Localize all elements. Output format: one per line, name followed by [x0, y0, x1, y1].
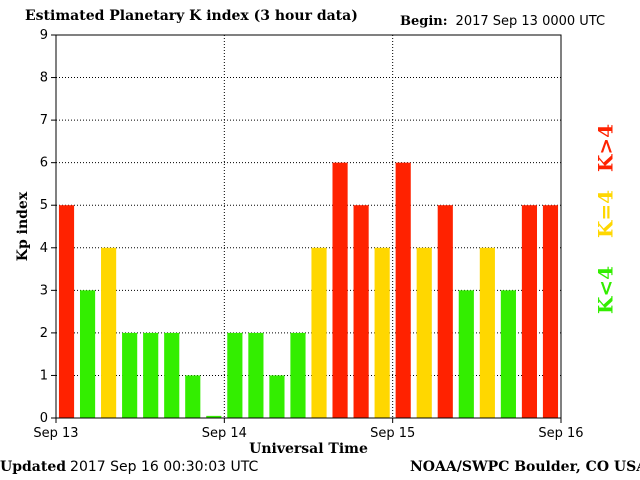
- y-axis-title: Kp index: [15, 191, 31, 261]
- y-tick-label: 4: [40, 241, 48, 256]
- kp-bar: [311, 247, 327, 418]
- x-tick-label: Sep 16: [538, 426, 583, 441]
- y-tick-label: 7: [40, 113, 48, 128]
- chart-title: Estimated Planetary K index (3 hour data…: [25, 8, 358, 24]
- kp-bar: [437, 205, 453, 418]
- updated-label: Updated: [0, 459, 67, 475]
- kp-bar: [248, 332, 264, 418]
- credit-line: NOAA/SWPC Boulder, CO USA: [410, 459, 640, 475]
- kp-bar: [416, 247, 432, 418]
- kp-bar: [79, 290, 96, 418]
- x-axis-title: Universal Time: [249, 441, 368, 457]
- kp-bar: [521, 205, 538, 418]
- begin-value: 2017 Sep 13 0000 UTC: [455, 14, 606, 29]
- y-tick-label: 8: [40, 71, 48, 86]
- y-tick-label: 5: [40, 198, 48, 213]
- y-tick-label: 1: [40, 368, 48, 383]
- y-tick-label: 6: [40, 156, 48, 171]
- x-tick-label: Sep 13: [33, 426, 78, 441]
- legend-label-below-4: K<4: [594, 266, 618, 314]
- begin-label: Begin:: [400, 14, 448, 29]
- kp-bar: [143, 332, 159, 418]
- legend-label-equal-4: K=4: [594, 190, 618, 238]
- kp-bar: [269, 375, 285, 418]
- kp-bar: [500, 290, 516, 418]
- kp-bar: [374, 247, 390, 418]
- x-tick-label: Sep 14: [202, 426, 247, 441]
- legend-label-above-4: K>4: [594, 124, 618, 172]
- plot-frame: [55, 34, 562, 419]
- updated-timestamp: Updated 2017 Sep 16 00:30:03 UTC: [0, 459, 258, 475]
- y-tick-label: 9: [40, 28, 48, 43]
- y-tick-label: 0: [40, 411, 48, 426]
- kp-bar: [290, 332, 306, 418]
- kp-bar: [185, 375, 201, 418]
- kp-bar: [332, 162, 348, 418]
- y-tick-label: 2: [40, 326, 48, 341]
- kp-bar: [227, 332, 243, 418]
- kp-bar: [164, 332, 180, 418]
- x-tick-label: Sep 15: [370, 426, 415, 441]
- kp-bar: [122, 332, 138, 418]
- kp-bar: [458, 290, 474, 418]
- updated-value: 2017 Sep 16 00:30:03 UTC: [70, 459, 259, 475]
- kp-bar: [58, 205, 75, 418]
- kp-bar: [353, 205, 369, 418]
- begin-timestamp: Begin: 2017 Sep 13 0000 UTC: [400, 14, 605, 29]
- kp-bar: [395, 162, 411, 418]
- y-tick-label: 3: [40, 283, 48, 298]
- kp-bar: [479, 247, 495, 418]
- kp-bar: [101, 247, 117, 418]
- kp-bar: [206, 415, 222, 418]
- kp-bar: [542, 205, 559, 418]
